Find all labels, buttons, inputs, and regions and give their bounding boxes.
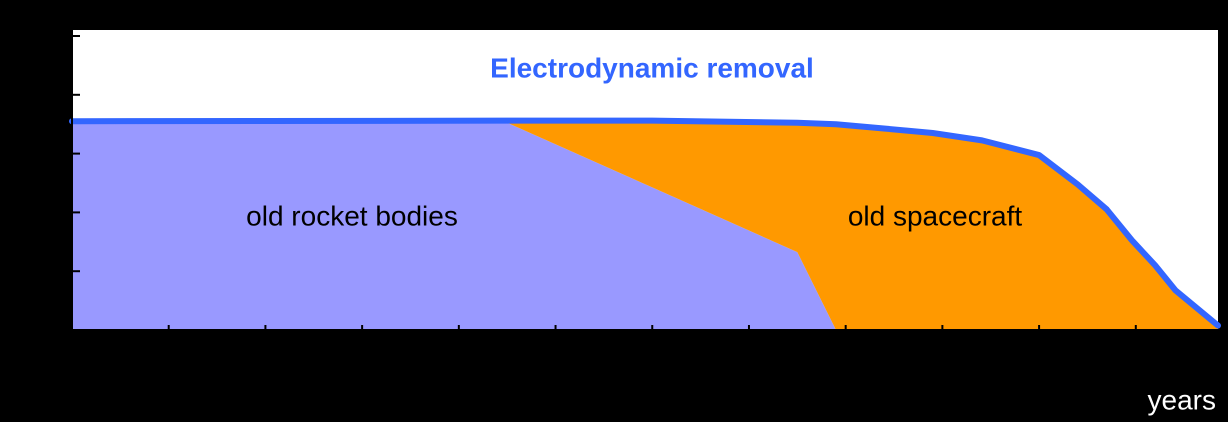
x-axis-label: years <box>1148 384 1216 415</box>
y-tick-label: 2 <box>39 267 48 286</box>
x-tick-label: 9 <box>889 345 898 364</box>
x-tick-label: 4 <box>406 345 416 364</box>
y-tick-label: 4 <box>39 208 49 227</box>
x-tick-label: 11 <box>1078 345 1096 364</box>
x-tick-label: 12 <box>1175 345 1194 364</box>
x-tick-label: 5 <box>502 345 511 364</box>
y-tick-label: 8 <box>39 90 48 109</box>
line <box>69 117 1221 329</box>
x-tick-label: 1 <box>116 345 125 364</box>
plot-layer: old rocket bodies old spacecraft Electrody… <box>29 30 1221 364</box>
area <box>72 120 1218 330</box>
x-tick-label: 10 <box>981 345 1000 364</box>
y-tick-label: 10 <box>29 31 48 50</box>
area <box>72 122 1218 330</box>
x-tick-label: 2 <box>212 345 221 364</box>
series-label: old rocket bodies <box>246 200 458 231</box>
x-tick-label: 6 <box>599 345 608 364</box>
x-tick-label: 3 <box>309 345 318 364</box>
x-tick-label: 8 <box>793 345 802 364</box>
x-tick-label: 7 <box>696 345 705 364</box>
series-label: old spacecraft <box>848 200 1023 231</box>
y-tick-label: 6 <box>39 149 48 168</box>
series-label: Electrodynamic removal <box>490 52 814 83</box>
